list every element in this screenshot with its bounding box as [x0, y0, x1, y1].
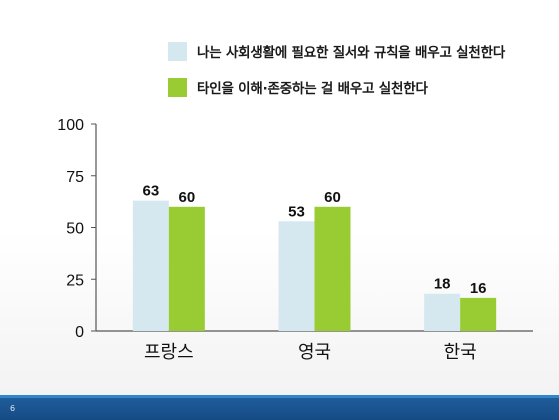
data-label: 63 — [142, 183, 159, 200]
data-label: 16 — [470, 280, 487, 297]
footer-bar — [0, 395, 559, 420]
data-label: 60 — [324, 189, 341, 206]
legend-swatch-series-1 — [168, 41, 187, 61]
bar-series-1 — [132, 200, 169, 331]
legend-label-series-1: 나는 사회생활에 필요한 질서와 규칙을 배우고 실천한다 — [197, 45, 506, 61]
y-tick-label: 0 — [75, 324, 84, 341]
bar-series-2 — [314, 206, 351, 331]
legend-item-series-2: 타인을 이해·존중하는 걸 배우고 실천한다 — [168, 77, 428, 97]
category-label: 한국 — [444, 342, 477, 363]
bar-chart: 0 25 50 75 100 63 60 프랑스 53 60 영국 18 16 한국 — [57, 117, 533, 363]
legend-label-series-2: 타인을 이해·존중하는 걸 배우고 실천한다 — [197, 81, 428, 97]
category-label: 프랑스 — [144, 342, 194, 363]
page-number: 6 — [10, 404, 16, 413]
category-label: 영국 — [298, 342, 331, 363]
y-tick-label: 50 — [66, 221, 84, 238]
y-tick-label: 100 — [57, 117, 84, 134]
bar-series-1 — [424, 293, 461, 331]
data-label: 18 — [434, 276, 451, 293]
legend-item-series-1: 나는 사회생활에 필요한 질서와 규칙을 배우고 실천한다 — [168, 41, 505, 61]
y-tick-label: 25 — [66, 272, 84, 289]
bar-series-1 — [278, 221, 315, 331]
legend-swatch-series-2 — [168, 77, 187, 97]
y-tick-label: 75 — [66, 169, 84, 186]
bar-series-2 — [460, 297, 497, 331]
data-label: 60 — [178, 189, 195, 206]
bar-series-2 — [168, 206, 205, 331]
data-label: 53 — [288, 203, 305, 220]
